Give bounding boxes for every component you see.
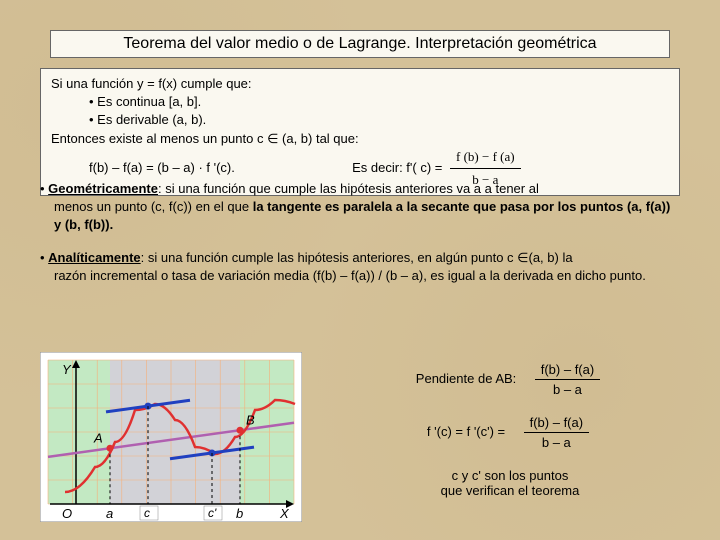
- svg-text:c': c': [208, 506, 217, 520]
- svg-text:X: X: [279, 506, 290, 521]
- geo-t2: menos un punto (c, f(c)) en el que: [54, 199, 253, 214]
- geo-label: Geométricamente: [48, 181, 158, 196]
- deriv-num: f(b) – f(a): [524, 415, 589, 433]
- geo-paragraph: • Geométricamente: si una función que cu…: [40, 180, 680, 235]
- svg-text:Y: Y: [62, 362, 72, 377]
- hyp-intro: Si una función y = f(x) cumple que:: [51, 75, 669, 93]
- note-1: c y c' son los puntos: [452, 468, 569, 483]
- geo-t1: : si una función que cumple las hipótesi…: [158, 181, 539, 196]
- svg-text:B: B: [246, 412, 255, 427]
- diagram: Y X Oa b A Bc c': [40, 352, 302, 522]
- deriv-row: f '(c) = f '(c') = f(b) – f(a) b – a: [340, 415, 680, 450]
- slope-den: b – a: [535, 380, 600, 397]
- deriv-den: b – a: [524, 433, 589, 450]
- ana-paragraph: • Analíticamente: si una función cumple …: [40, 249, 680, 285]
- slope-fraction: f(b) – f(a) b – a: [535, 362, 600, 397]
- hyp-then: Entonces existe al menos un punto c ∈ (a…: [51, 130, 669, 148]
- hypothesis-box: Si una función y = f(x) cumple que: • Es…: [40, 68, 680, 196]
- svg-text:c: c: [144, 506, 150, 520]
- slope-label: Pendiente de AB:: [416, 371, 516, 386]
- slope-row: Pendiente de AB: f(b) – f(a) b – a: [340, 362, 680, 397]
- ana-t1: : si una función cumple las hipótesis an…: [141, 250, 573, 265]
- hyp-bullet-2: • Es derivable (a, b).: [89, 111, 669, 129]
- content-area: • Geométricamente: si una función que cu…: [40, 180, 680, 299]
- slope-num: f(b) – f(a): [535, 362, 600, 380]
- deriv-fraction: f(b) – f(a) b – a: [524, 415, 589, 450]
- svg-text:O: O: [62, 506, 72, 521]
- diagram-svg: Y X Oa b A Bc c': [40, 352, 302, 522]
- hyp-bullet-1: • Es continua [a, b].: [89, 93, 669, 111]
- title-bar: Teorema del valor medio o de Lagrange. I…: [50, 30, 670, 58]
- ana-label: Analíticamente: [48, 250, 140, 265]
- svg-text:A: A: [93, 430, 103, 445]
- deriv-label: f '(c) = f '(c') =: [427, 424, 505, 439]
- hyp-eq-label: Es decir: f'( c) =: [352, 160, 442, 175]
- verify-note: c y c' son los puntos que verifican el t…: [340, 468, 680, 498]
- note-2: que verifican el teorema: [441, 483, 580, 498]
- right-formulas: Pendiente de AB: f(b) – f(a) b – a f '(c…: [340, 362, 680, 498]
- hyp-frac-num: f (b) − f (a): [450, 148, 521, 169]
- hyp-eq-left: f(b) – f(a) = (b – a) · f '(c).: [89, 160, 235, 175]
- geo-line2: menos un punto (c, f(c)) en el que la ta…: [40, 198, 680, 234]
- svg-text:b: b: [236, 506, 243, 521]
- ana-t2: razón incremental o tasa de variación me…: [40, 267, 680, 285]
- svg-text:a: a: [106, 506, 113, 521]
- title-text: Teorema del valor medio o de Lagrange. I…: [123, 35, 596, 52]
